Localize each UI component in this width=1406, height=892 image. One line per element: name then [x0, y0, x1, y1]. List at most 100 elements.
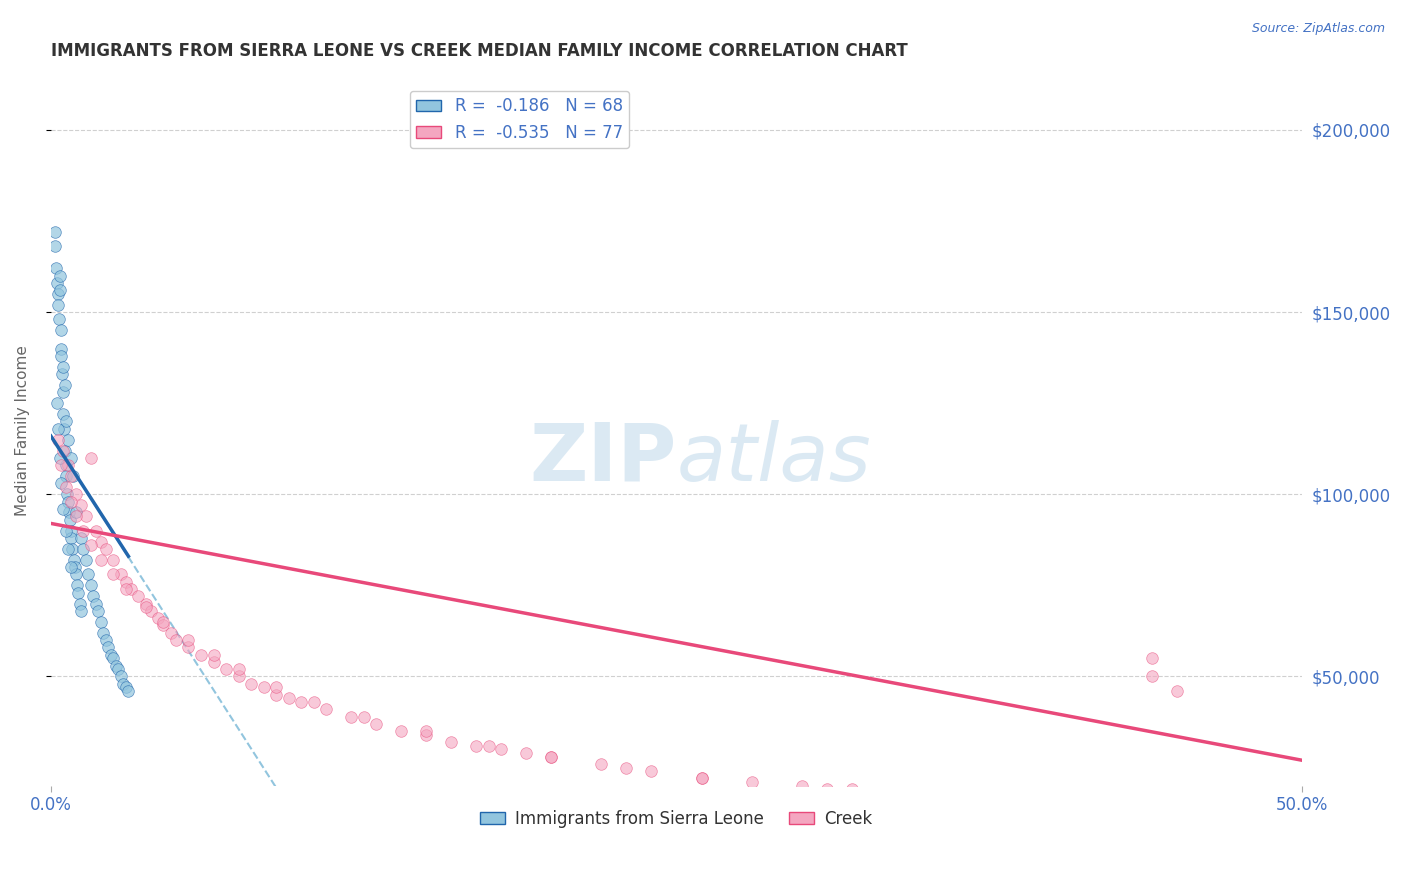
Point	[252, 681, 274, 695]
Point	[49, 458, 72, 472]
Point	[90, 615, 112, 629]
Point	[94, 541, 117, 556]
Point	[1191, 812, 1213, 826]
Legend: Immigrants from Sierra Leone, Creek: Immigrants from Sierra Leone, Creek	[474, 803, 879, 834]
Point	[264, 688, 287, 702]
Point	[49, 476, 72, 491]
Point	[389, 724, 412, 739]
Point	[264, 681, 287, 695]
Point	[115, 582, 138, 596]
Point	[103, 553, 125, 567]
Point	[690, 772, 713, 786]
Point	[741, 775, 763, 789]
Point	[53, 378, 76, 392]
Point	[160, 625, 183, 640]
Point	[65, 506, 87, 520]
Point	[202, 655, 225, 669]
Point	[366, 716, 388, 731]
Point	[110, 669, 132, 683]
Point	[55, 458, 77, 472]
Point	[59, 560, 82, 574]
Point	[60, 531, 83, 545]
Point	[48, 312, 70, 326]
Point	[177, 640, 200, 655]
Point	[52, 501, 75, 516]
Point	[139, 604, 162, 618]
Point	[465, 739, 488, 753]
Point	[65, 487, 87, 501]
Point	[540, 749, 562, 764]
Point	[340, 709, 363, 723]
Point	[415, 728, 437, 742]
Point	[52, 407, 75, 421]
Point	[115, 574, 138, 589]
Point	[55, 469, 77, 483]
Point	[841, 782, 863, 797]
Point	[110, 567, 132, 582]
Point	[90, 534, 112, 549]
Point	[63, 560, 86, 574]
Point	[44, 225, 66, 239]
Point	[591, 756, 613, 771]
Point	[46, 422, 69, 436]
Point	[177, 633, 200, 648]
Point	[94, 633, 117, 648]
Point	[77, 567, 100, 582]
Point	[107, 662, 129, 676]
Point	[290, 695, 312, 709]
Point	[84, 597, 107, 611]
Point	[87, 604, 110, 618]
Point	[46, 433, 69, 447]
Point	[58, 494, 80, 508]
Point	[117, 684, 139, 698]
Point	[478, 739, 501, 753]
Point	[46, 286, 69, 301]
Point	[63, 553, 86, 567]
Point	[58, 458, 80, 472]
Y-axis label: Median Family Income: Median Family Income	[15, 345, 30, 516]
Point	[690, 772, 713, 786]
Point	[103, 651, 125, 665]
Point	[540, 749, 562, 764]
Point	[82, 589, 104, 603]
Point	[70, 531, 93, 545]
Point	[440, 735, 463, 749]
Point	[58, 433, 80, 447]
Point	[277, 691, 299, 706]
Point	[104, 658, 127, 673]
Text: atlas: atlas	[676, 420, 872, 498]
Point	[49, 323, 72, 337]
Point	[112, 677, 135, 691]
Point	[148, 611, 170, 625]
Point	[75, 509, 97, 524]
Point	[70, 604, 93, 618]
Point	[59, 450, 82, 465]
Point	[55, 414, 77, 428]
Point	[45, 261, 67, 276]
Point	[75, 553, 97, 567]
Point	[56, 487, 79, 501]
Point	[941, 793, 963, 807]
Point	[240, 677, 263, 691]
Point	[48, 450, 70, 465]
Point	[51, 367, 73, 381]
Point	[815, 782, 838, 797]
Point	[80, 538, 103, 552]
Point	[93, 625, 115, 640]
Point	[58, 541, 80, 556]
Point	[59, 524, 82, 538]
Point	[1140, 669, 1163, 683]
Point	[52, 359, 75, 374]
Point	[72, 541, 94, 556]
Point	[58, 506, 80, 520]
Point	[640, 764, 662, 779]
Point	[55, 524, 77, 538]
Point	[515, 746, 537, 760]
Point	[59, 494, 82, 508]
Point	[152, 618, 174, 632]
Point	[52, 385, 75, 400]
Point	[1116, 805, 1139, 819]
Point	[1066, 800, 1088, 814]
Point	[66, 578, 89, 592]
Point	[72, 524, 94, 538]
